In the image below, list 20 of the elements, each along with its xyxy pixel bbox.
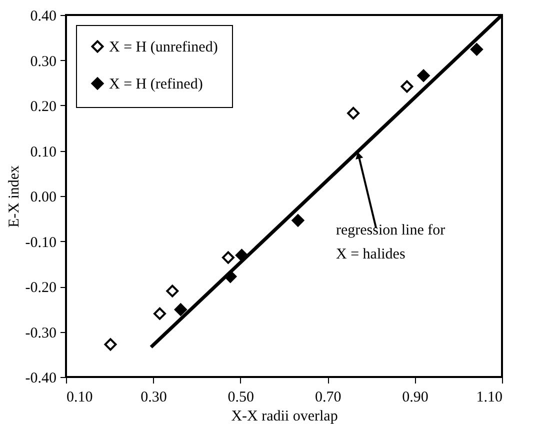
y-tick-label: 0.40: [30, 8, 56, 24]
y-tick-label: 0.20: [30, 99, 56, 115]
x-tick-label: 0.30: [140, 390, 167, 406]
y-tick-label: 0.30: [30, 54, 56, 70]
y-axis-title: E-X index: [6, 164, 22, 228]
annotation: regression line for X = halides: [336, 222, 446, 263]
y-tick-label: -0.40: [25, 370, 56, 386]
legend-label: X = H (unrefined): [109, 40, 218, 56]
legend-label: X = H (refined): [109, 76, 203, 92]
y-tick-label: -0.20: [25, 280, 56, 296]
x-tick-label: 0.50: [228, 390, 254, 406]
x-axis-title: X-X radii overlap: [231, 408, 338, 424]
y-tick-label: 0.00: [30, 190, 56, 206]
x-tick-label: 0.10: [66, 390, 93, 406]
y-tick-label: -0.10: [25, 234, 56, 251]
y-tick-label: -0.30: [25, 325, 56, 342]
x-tick-label: 0.90: [402, 390, 428, 406]
y-tick-label: 0.10: [30, 144, 56, 160]
x-tick-label: 0.70: [314, 390, 342, 406]
x-tick-label: 1.10: [476, 390, 502, 406]
